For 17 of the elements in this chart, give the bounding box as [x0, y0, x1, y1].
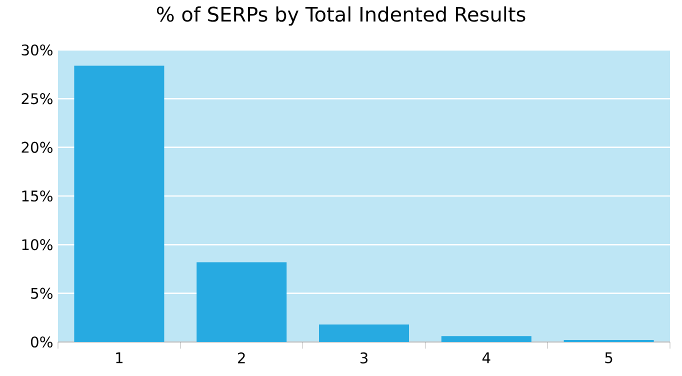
- y-tick-label: 10%: [22, 239, 52, 250]
- bar: [196, 262, 287, 342]
- x-tick-label: 2: [238, 352, 245, 364]
- x-tick-label: 3: [360, 352, 368, 364]
- y-tick-label: 30%: [22, 44, 52, 56]
- y-tick-label: 15%: [22, 190, 52, 202]
- y-tick-label: 5%: [31, 288, 52, 299]
- x-tick-label: 1: [116, 352, 123, 364]
- bar: [74, 66, 164, 342]
- y-tick-label: 25%: [22, 93, 52, 104]
- y-tick-label: 0%: [30, 336, 52, 348]
- x-tick-label: 5: [605, 352, 612, 364]
- chart-title: % of SERPs by Total Indented Results: [156, 6, 526, 26]
- bar: [319, 324, 409, 342]
- y-tick-label: 20%: [22, 142, 52, 153]
- bar: [441, 336, 532, 342]
- x-tick-label: 4: [482, 352, 490, 364]
